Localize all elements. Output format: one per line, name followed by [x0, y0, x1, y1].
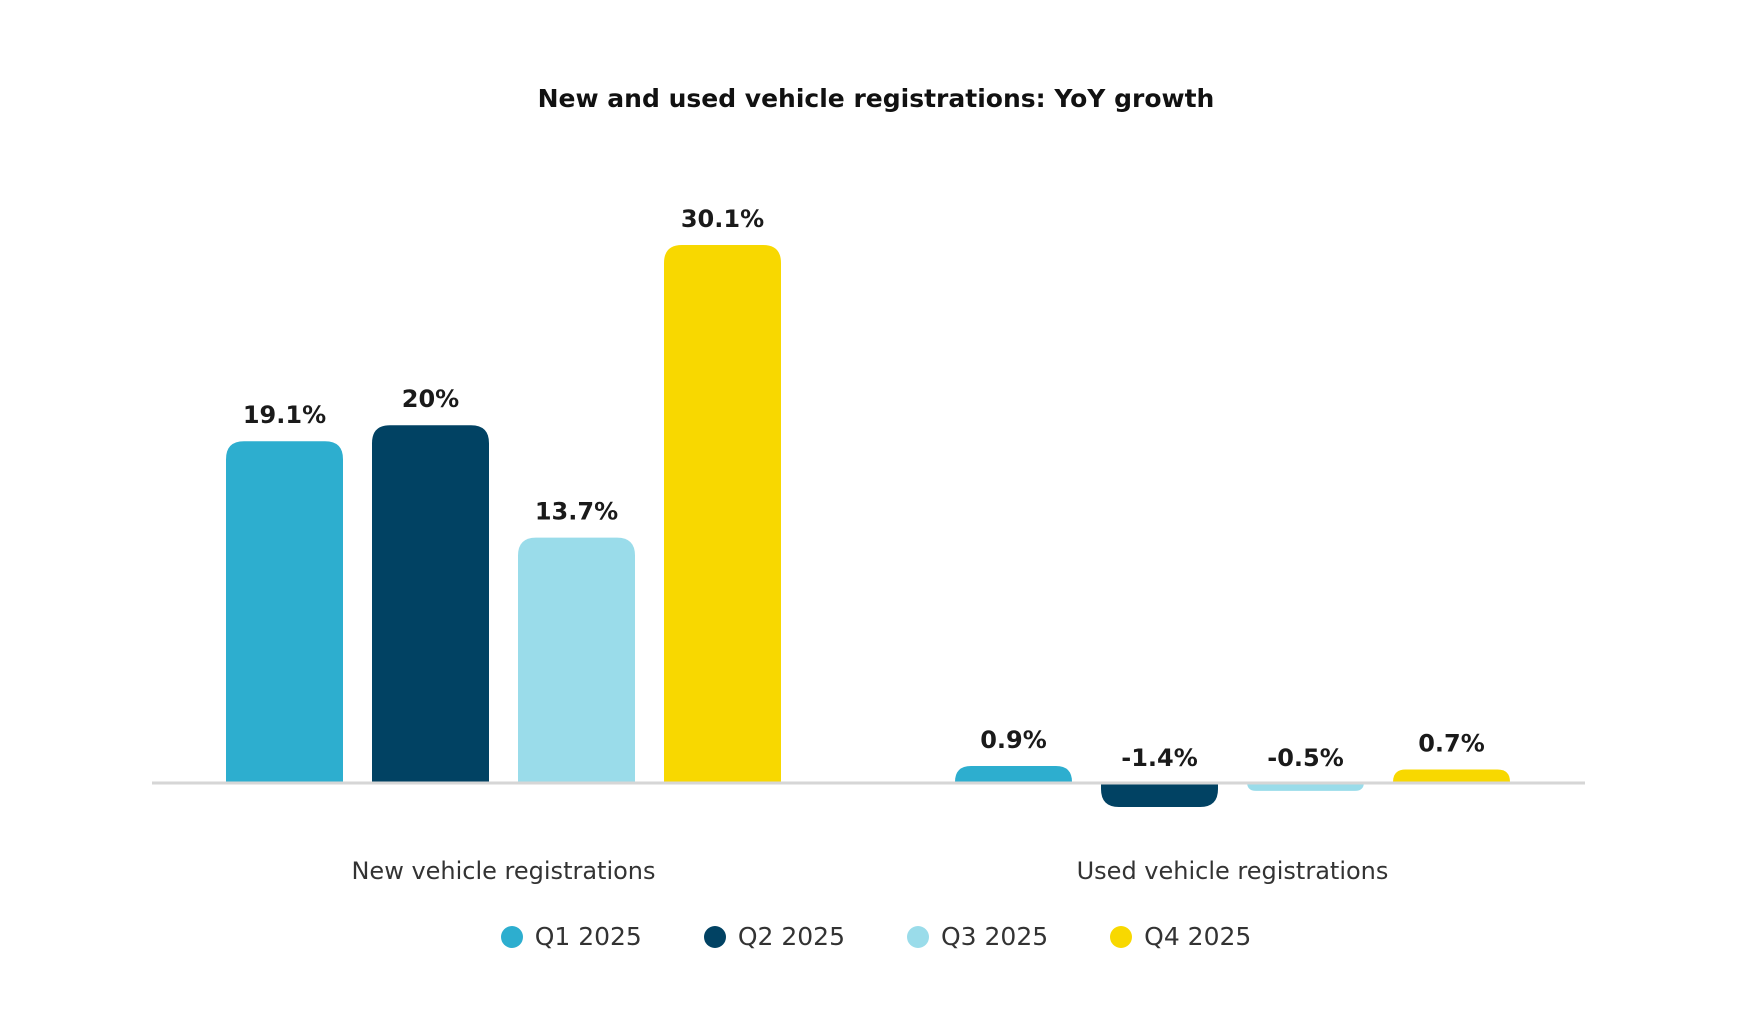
legend-swatch-icon	[907, 925, 929, 948]
category-label: New vehicle registrations	[351, 857, 655, 885]
legend-label: Q2 2025	[737, 922, 845, 951]
legend-item: Q3 2025	[907, 922, 1048, 951]
legend-item: Q2 2025	[703, 922, 845, 951]
legend-label: Q3 2025	[941, 922, 1049, 951]
legend-item: Q1 2025	[500, 922, 642, 951]
bar-q1-2025-new	[226, 441, 343, 782]
bar-q4-2025-used	[1393, 769, 1510, 782]
chart-title: New and used vehicle registrations: YoY …	[537, 84, 1215, 113]
legend: Q1 2025 Q2 2025 Q3 2025 Q4 2025	[0, 922, 1752, 951]
legend-swatch-icon	[500, 925, 523, 948]
value-label: 30.1%	[681, 205, 764, 233]
bar-q4-2025-new	[664, 245, 781, 782]
legend-swatch-icon	[1110, 925, 1133, 948]
value-label: 0.7%	[1418, 730, 1485, 758]
value-label: -0.5%	[1267, 744, 1344, 772]
value-label: 0.9%	[980, 726, 1047, 754]
legend-item: Q4 2025	[1110, 922, 1251, 951]
category-label: Used vehicle registrations	[1077, 857, 1389, 885]
legend-label: Q4 2025	[1144, 922, 1252, 951]
bar-q3-2025-new	[518, 537, 635, 782]
value-label: 13.7%	[535, 498, 618, 526]
legend-label: Q1 2025	[534, 922, 642, 951]
value-labels-group: 19.1% 20% 13.7% 30.1% 0.9% -1.4% -0.5% 0.7%	[243, 205, 1485, 772]
category-labels-group: New vehicle registrations Used vehicle re…	[351, 857, 1388, 885]
value-label: 19.1%	[243, 401, 326, 429]
bars-group	[226, 245, 1510, 807]
bar-q2-2025-used	[1101, 782, 1218, 807]
bar-q2-2025-new	[372, 425, 489, 782]
legend-swatch-icon	[703, 925, 726, 948]
bar-q1-2025-used	[955, 765, 1072, 782]
value-label: 20%	[402, 385, 459, 413]
value-label: -1.4%	[1121, 744, 1198, 772]
